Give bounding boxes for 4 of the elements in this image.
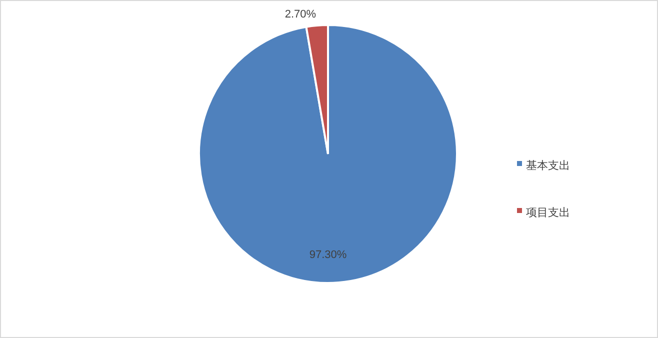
data-label: 2.70% [284, 8, 316, 21]
legend-label: 基本支出 [526, 159, 570, 172]
legend-label: 项目支出 [526, 206, 570, 219]
data-label: 97.30% [309, 249, 347, 261]
